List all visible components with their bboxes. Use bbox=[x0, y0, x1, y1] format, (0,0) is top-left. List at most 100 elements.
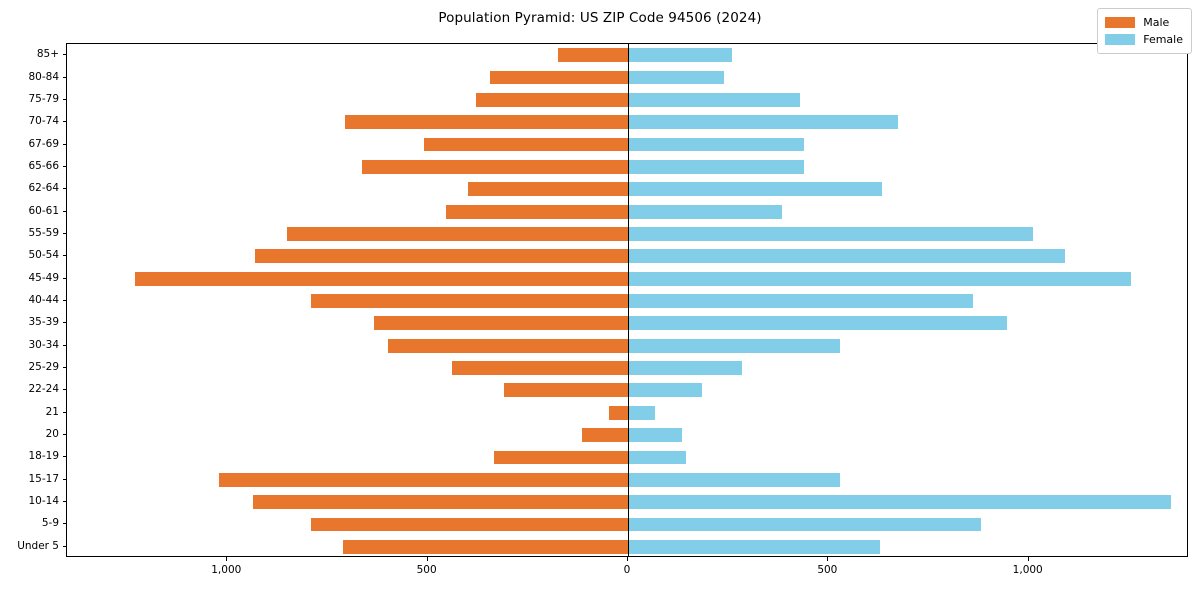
y-tick-label: 35-39 bbox=[28, 316, 59, 329]
y-tick-label: 30-34 bbox=[28, 338, 59, 351]
bar-row bbox=[67, 405, 1187, 420]
bar-male bbox=[608, 405, 628, 420]
bar-female bbox=[628, 316, 1007, 331]
bar-female bbox=[628, 294, 973, 308]
page-title: Population Pyramid: US ZIP Code 94506 (2… bbox=[438, 10, 762, 26]
bar-male bbox=[475, 92, 628, 107]
bar-female bbox=[628, 182, 883, 197]
y-tick-label: Under 5 bbox=[17, 539, 59, 552]
y-tick-mark bbox=[62, 545, 66, 547]
y-tick-label: 75-79 bbox=[28, 92, 59, 105]
y-tick-label: 60-61 bbox=[28, 204, 59, 217]
bar-row bbox=[67, 227, 1187, 241]
y-tick-mark bbox=[62, 121, 66, 123]
legend-label: Female bbox=[1143, 33, 1183, 46]
plot-area bbox=[66, 43, 1188, 557]
bar-male bbox=[311, 294, 628, 308]
bar-row bbox=[67, 539, 1187, 554]
y-tick-mark bbox=[62, 255, 66, 257]
bar-female bbox=[628, 137, 805, 152]
y-tick-mark bbox=[62, 322, 66, 324]
bar-row bbox=[67, 294, 1187, 308]
bar-male bbox=[467, 182, 628, 197]
y-tick-label: 22-24 bbox=[28, 383, 59, 396]
x-tick-mark bbox=[827, 557, 829, 561]
y-tick-mark bbox=[62, 98, 66, 100]
y-tick-mark bbox=[62, 367, 66, 369]
x-tick-label: 500 bbox=[817, 564, 838, 576]
x-tick-label: 1,000 bbox=[211, 564, 242, 576]
bar-row bbox=[67, 48, 1187, 63]
legend-label: Male bbox=[1143, 16, 1170, 29]
bar-male bbox=[287, 227, 628, 241]
bar-female bbox=[628, 539, 881, 554]
bar-row bbox=[67, 450, 1187, 465]
bar-row bbox=[67, 338, 1187, 353]
y-tick-label: 10-14 bbox=[28, 495, 59, 508]
bar-female bbox=[628, 204, 783, 219]
y-tick-label: 25-29 bbox=[28, 361, 59, 374]
bar-female bbox=[628, 361, 743, 375]
bar-male bbox=[253, 495, 628, 510]
y-tick-label: 18-19 bbox=[28, 450, 59, 463]
x-tick-label: 0 bbox=[623, 564, 631, 576]
bar-male bbox=[451, 361, 628, 375]
bar-male bbox=[361, 159, 628, 174]
y-tick-mark bbox=[62, 344, 66, 346]
bar-row bbox=[67, 271, 1187, 286]
y-tick-label: 67-69 bbox=[28, 137, 59, 150]
bar-female bbox=[628, 338, 841, 353]
x-tick-mark bbox=[226, 557, 228, 561]
bar-row bbox=[67, 137, 1187, 152]
bar-row bbox=[67, 361, 1187, 375]
bar-row bbox=[67, 249, 1187, 264]
bar-female bbox=[628, 271, 1131, 286]
bar-female bbox=[628, 405, 656, 420]
y-tick-mark bbox=[62, 501, 66, 503]
bar-row bbox=[67, 204, 1187, 219]
y-tick-label: 50-54 bbox=[28, 249, 59, 262]
bar-female bbox=[628, 70, 725, 85]
y-tick-mark bbox=[62, 300, 66, 301]
x-tick-label: 1,000 bbox=[1012, 564, 1043, 576]
y-tick-label: 15-17 bbox=[28, 472, 59, 485]
x-tick-mark bbox=[426, 557, 428, 561]
y-tick-mark bbox=[62, 54, 66, 56]
bar-female bbox=[628, 383, 703, 398]
x-tick-mark bbox=[1027, 557, 1029, 561]
legend-swatch-icon bbox=[1105, 17, 1136, 28]
bar-row bbox=[67, 472, 1187, 487]
bar-row bbox=[67, 428, 1187, 442]
bar-female bbox=[628, 249, 1065, 264]
bar-row bbox=[67, 182, 1187, 197]
bar-male bbox=[135, 271, 628, 286]
bar-row bbox=[67, 495, 1187, 510]
y-tick-mark bbox=[62, 165, 66, 167]
bar-row bbox=[67, 316, 1187, 331]
y-tick-mark bbox=[62, 523, 66, 525]
y-tick-label: 55-59 bbox=[28, 226, 59, 239]
bar-male bbox=[557, 48, 628, 63]
bar-male bbox=[373, 316, 628, 331]
bar-male bbox=[423, 137, 628, 152]
bar-female bbox=[628, 517, 981, 532]
y-tick-label: 20 bbox=[45, 428, 59, 441]
bar-row bbox=[67, 115, 1187, 130]
y-tick-mark bbox=[62, 478, 66, 480]
bar-male bbox=[219, 472, 628, 487]
y-tick-mark bbox=[62, 76, 66, 78]
legend-item[interactable]: Female bbox=[1105, 31, 1183, 48]
y-tick-label: 70-74 bbox=[28, 115, 59, 128]
bar-female bbox=[628, 428, 683, 442]
bar-male bbox=[343, 539, 628, 554]
zero-axis-line bbox=[628, 44, 629, 556]
y-tick-mark bbox=[62, 277, 66, 279]
legend-item[interactable]: Male bbox=[1105, 14, 1183, 31]
bar-male bbox=[503, 383, 628, 398]
y-tick-label: 40-44 bbox=[28, 294, 59, 306]
y-tick-mark bbox=[62, 389, 66, 391]
bar-female bbox=[628, 472, 841, 487]
bar-row bbox=[67, 92, 1187, 107]
plot-inner bbox=[67, 44, 1187, 556]
bar-row bbox=[67, 383, 1187, 398]
